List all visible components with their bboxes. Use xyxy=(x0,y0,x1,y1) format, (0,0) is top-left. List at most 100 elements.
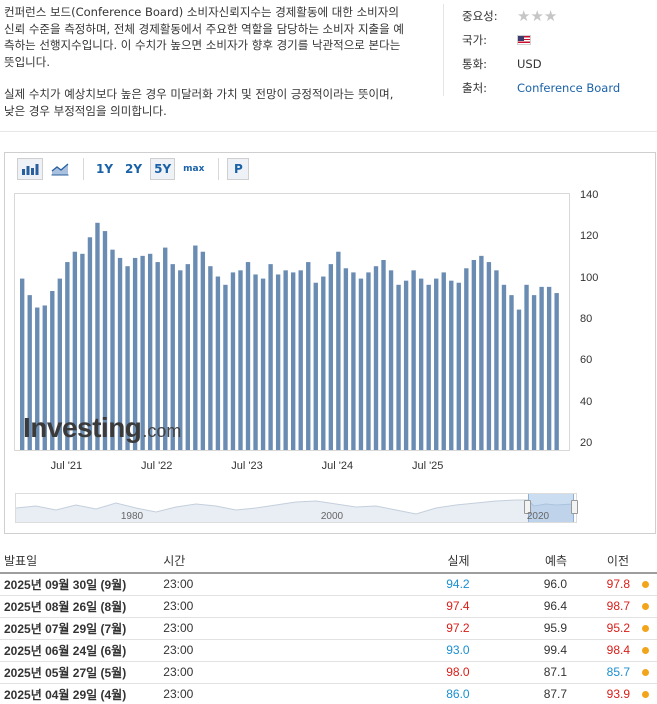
previous-value: 97.8 xyxy=(606,577,630,592)
bar[interactable] xyxy=(35,307,40,451)
bar[interactable] xyxy=(147,253,153,451)
column-header-time: 시간 xyxy=(159,548,369,574)
row-time: 23:00 xyxy=(159,573,369,596)
bar[interactable] xyxy=(524,284,529,451)
range-1y-button[interactable]: 1Y xyxy=(96,162,114,176)
revision-dot-icon xyxy=(642,669,649,676)
bar[interactable] xyxy=(554,293,559,451)
chart-navigator[interactable]: 1980 2000 2020 xyxy=(15,493,578,523)
bar[interactable] xyxy=(117,257,123,451)
bar[interactable] xyxy=(501,284,507,451)
row-time: 23:00 xyxy=(159,661,369,684)
bar[interactable] xyxy=(268,264,273,451)
bar[interactable] xyxy=(230,272,236,451)
bar[interactable] xyxy=(434,278,439,451)
bar[interactable] xyxy=(539,286,544,451)
bar[interactable] xyxy=(50,291,55,451)
bar[interactable] xyxy=(388,270,394,451)
bar[interactable] xyxy=(132,257,138,451)
column-header-date[interactable]: 발표일 xyxy=(0,548,160,574)
bar[interactable] xyxy=(418,278,424,451)
bar[interactable] xyxy=(396,284,401,451)
bar[interactable] xyxy=(426,284,431,451)
bar[interactable] xyxy=(238,270,243,451)
navigator-selection[interactable] xyxy=(528,494,574,522)
bar[interactable] xyxy=(403,280,409,451)
bar[interactable] xyxy=(185,264,190,451)
x-tick-label: Jul '21 xyxy=(50,460,83,472)
bar[interactable] xyxy=(200,251,206,451)
description-paragraph-1: 컨퍼런스 보드(Conference Board) 소비자신뢰지수는 경제활동에… xyxy=(4,5,404,69)
row-actual: 86.0 xyxy=(368,683,474,704)
bar[interactable] xyxy=(253,274,258,451)
bar[interactable] xyxy=(87,237,93,451)
bar[interactable] xyxy=(72,251,78,451)
bar[interactable] xyxy=(260,278,266,451)
bar[interactable] xyxy=(321,276,326,451)
bar[interactable] xyxy=(170,264,175,451)
bar[interactable] xyxy=(102,231,108,451)
bar[interactable] xyxy=(479,255,484,451)
column-header-previous: 이전 xyxy=(571,548,657,574)
bar[interactable] xyxy=(486,262,492,451)
bar[interactable] xyxy=(373,266,379,451)
bar[interactable] xyxy=(65,262,70,451)
bar[interactable] xyxy=(163,247,168,451)
bar[interactable] xyxy=(140,255,145,451)
bar[interactable] xyxy=(343,268,349,451)
table-row: 2025년 05월 27일 (5월) 23:00 98.0 87.1 85.7 xyxy=(0,661,657,684)
bar[interactable] xyxy=(57,278,63,451)
bar[interactable] xyxy=(366,272,371,451)
bar[interactable] xyxy=(298,270,303,451)
source-link[interactable]: Conference Board xyxy=(517,81,621,95)
bar[interactable] xyxy=(155,262,160,451)
y-tick-label: 20 xyxy=(580,437,593,449)
navigator-left-handle[interactable] xyxy=(524,500,531,514)
bar[interactable] xyxy=(358,278,364,451)
bar[interactable] xyxy=(328,264,334,451)
bar[interactable] xyxy=(306,262,311,451)
bar[interactable] xyxy=(291,272,296,451)
bar[interactable] xyxy=(464,268,469,451)
bar[interactable] xyxy=(110,249,115,451)
bar[interactable] xyxy=(516,309,522,451)
bar[interactable] xyxy=(456,282,461,451)
importance-stars-icon: ★★★ xyxy=(517,7,558,25)
bar[interactable] xyxy=(125,266,130,451)
area-chart-icon[interactable] xyxy=(47,158,73,180)
bar[interactable] xyxy=(546,286,552,451)
bar[interactable] xyxy=(449,280,454,451)
range-5y-button[interactable]: 5Y xyxy=(150,158,176,180)
bar[interactable] xyxy=(471,260,477,451)
y-tick-label: 40 xyxy=(580,395,593,408)
p-button[interactable]: P xyxy=(227,158,250,180)
bar[interactable] xyxy=(283,270,288,451)
bar[interactable] xyxy=(20,278,25,451)
range-2y-button[interactable]: 2Y xyxy=(125,162,143,176)
bar[interactable] xyxy=(509,295,514,451)
table-row: 2025년 04월 29일 (4월) 23:00 86.0 87.7 93.9 xyxy=(0,683,657,704)
bar[interactable] xyxy=(531,295,537,451)
bar[interactable] xyxy=(42,305,47,451)
bar[interactable] xyxy=(178,270,183,451)
bar[interactable] xyxy=(95,222,100,451)
bar[interactable] xyxy=(245,262,251,451)
bar[interactable] xyxy=(351,272,356,451)
bar-chart-icon[interactable] xyxy=(17,158,43,180)
bar[interactable] xyxy=(494,270,499,451)
bar[interactable] xyxy=(223,284,228,451)
bar[interactable] xyxy=(215,276,221,451)
bar[interactable] xyxy=(336,251,341,451)
bar[interactable] xyxy=(441,272,446,451)
navigator-right-handle[interactable] xyxy=(571,500,578,514)
bar[interactable] xyxy=(381,260,386,451)
bar[interactable] xyxy=(275,274,281,451)
row-forecast: 99.4 xyxy=(473,639,572,662)
bar[interactable] xyxy=(193,245,198,451)
range-max-button[interactable]: max xyxy=(183,164,205,174)
bar[interactable] xyxy=(80,253,85,451)
bar[interactable] xyxy=(208,266,213,451)
bar[interactable] xyxy=(411,270,416,451)
bar[interactable] xyxy=(313,282,318,451)
bar[interactable] xyxy=(27,295,32,451)
